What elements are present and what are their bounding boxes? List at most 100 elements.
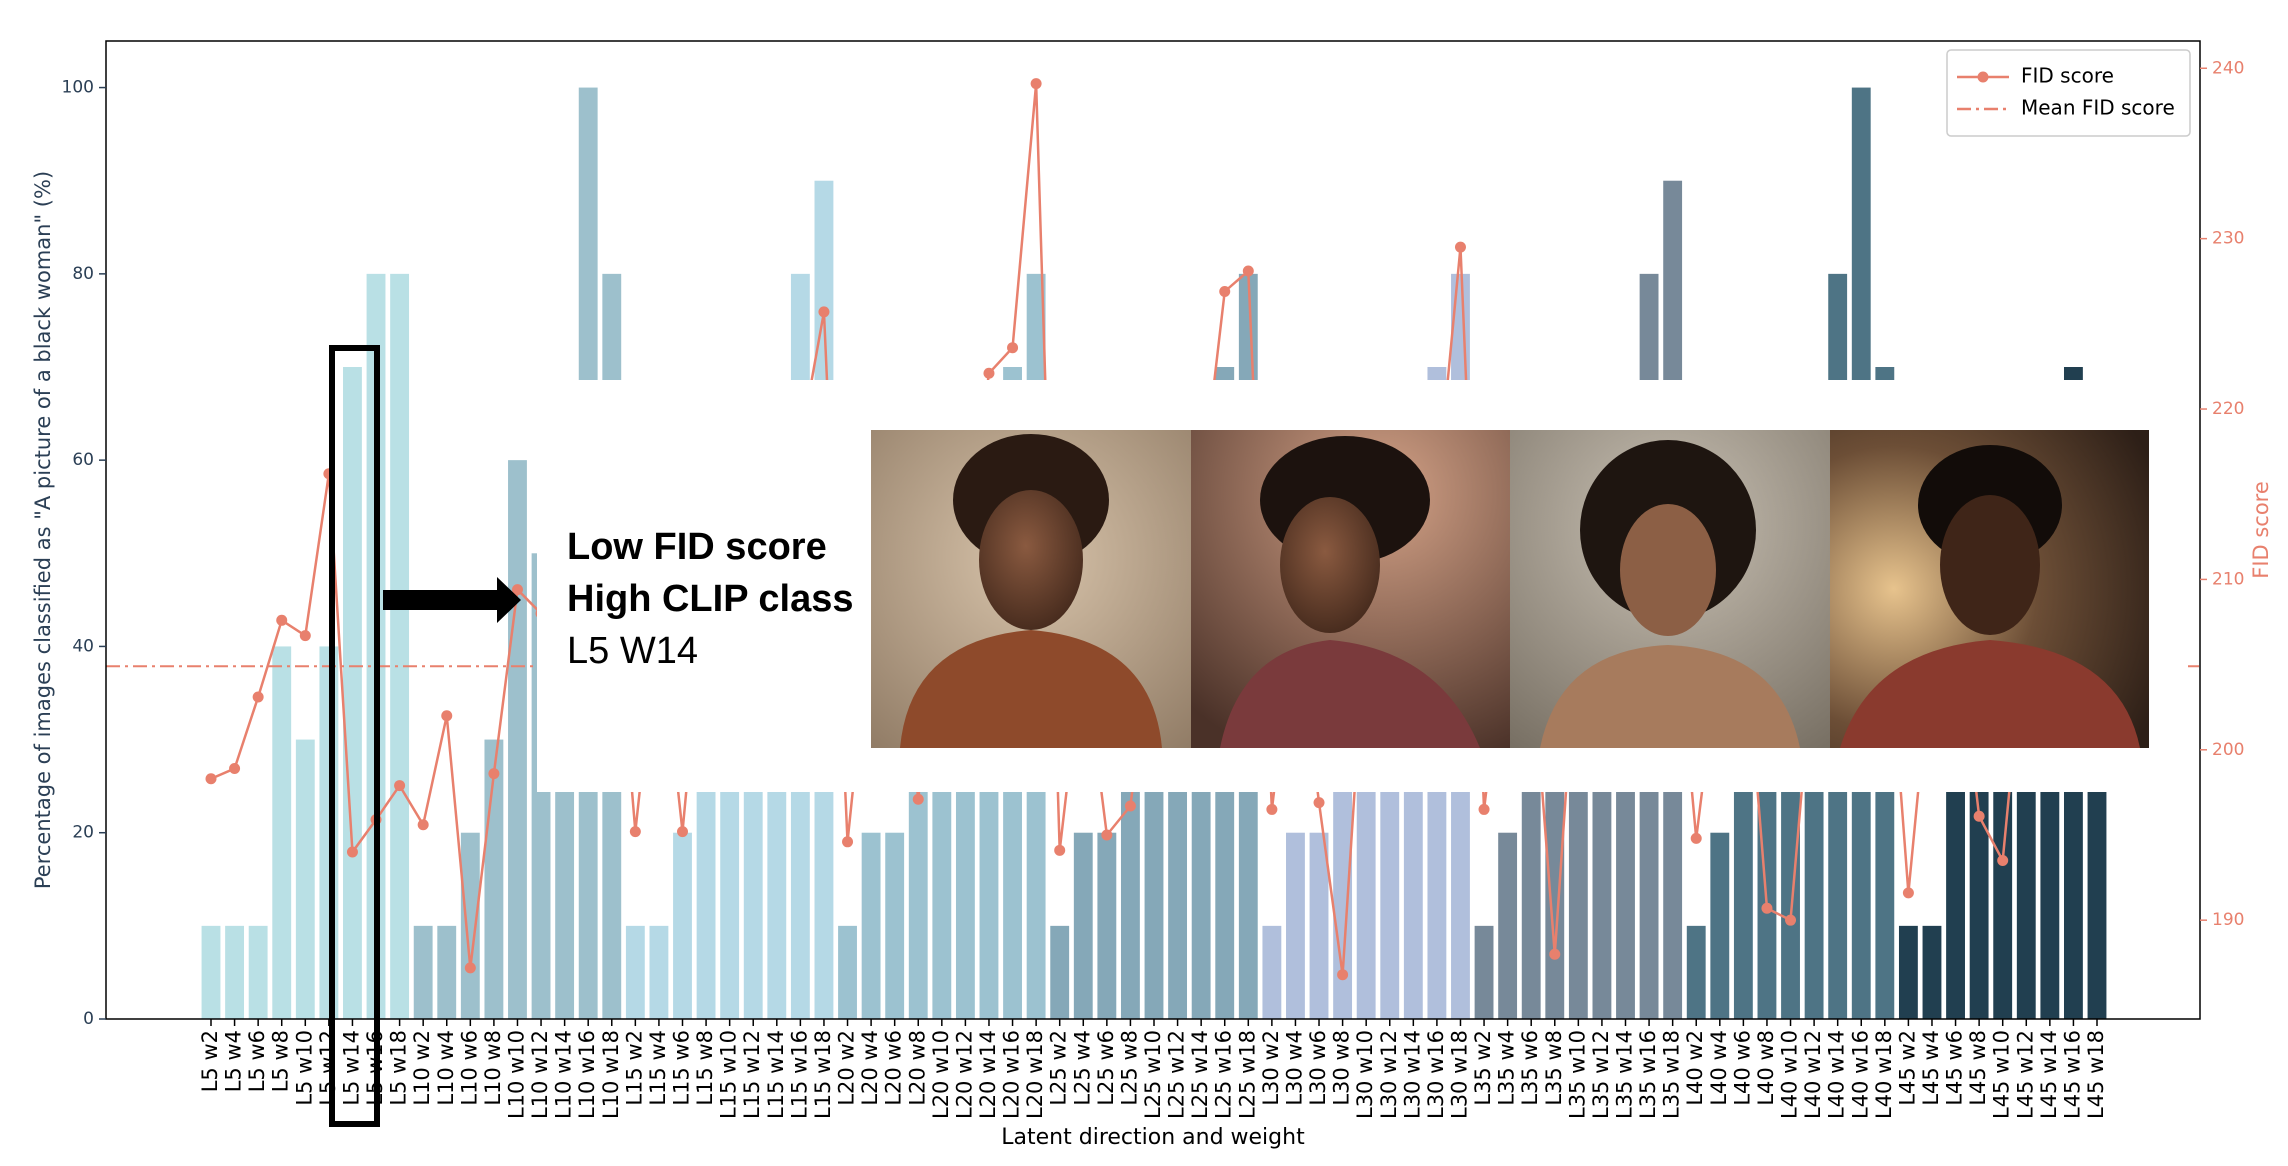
x-tick-label: L15 w8 <box>693 1030 717 1106</box>
x-tick-label: L5 w10 <box>292 1030 316 1106</box>
x-tick-label: L5 w4 <box>222 1030 246 1092</box>
x-tick-label: L10 w14 <box>552 1030 576 1119</box>
fid-marker <box>1337 969 1349 981</box>
bar <box>1710 832 1730 1019</box>
bar <box>343 367 362 1019</box>
bar <box>1262 925 1282 1019</box>
x-tick-label: L25 w4 <box>1070 1030 1094 1106</box>
inset-images <box>871 430 2149 748</box>
x-tick-label: L35 w6 <box>1518 1030 1542 1106</box>
x-tick-label: L10 w10 <box>504 1030 528 1119</box>
fid-marker <box>1549 948 1561 960</box>
photo-clothes <box>900 630 1162 748</box>
fid-marker <box>488 768 500 780</box>
photo-clothes <box>1840 640 2140 748</box>
x-tick-label: L20 w6 <box>882 1030 906 1106</box>
bar <box>1474 925 1494 1019</box>
fid-marker <box>417 819 429 831</box>
highlight-box <box>329 345 380 1127</box>
x-tick-label: L35 w16 <box>1636 1030 1660 1119</box>
bar <box>413 925 433 1019</box>
x-tick-label: L10 w16 <box>575 1030 599 1119</box>
x-tick-label: L35 w10 <box>1565 1030 1589 1119</box>
fid-marker <box>1266 803 1278 815</box>
fid-marker <box>912 793 924 805</box>
x-tick-label: L5 w8 <box>269 1030 293 1092</box>
x-tick-label: L45 w14 <box>2037 1030 2061 1119</box>
y2-tick-label: 210 <box>2212 569 2244 589</box>
x-tick-label: L5 w6 <box>245 1030 269 1092</box>
x-tick-label: L15 w4 <box>646 1030 670 1106</box>
fid-marker <box>299 630 311 642</box>
y-tick-label: 0 <box>83 1009 94 1029</box>
y2-tick-label: 190 <box>2212 910 2244 930</box>
x-tick-label: L30 w2 <box>1259 1030 1283 1106</box>
x-tick-label: L20 w16 <box>1000 1030 1024 1119</box>
y2-axis-label: FID score <box>2249 481 2273 579</box>
x-tick-label: L15 w14 <box>764 1030 788 1119</box>
fid-marker <box>1007 342 1019 354</box>
axes: 0 20 40 60 80 100 190 200 210 220 230 240 L5 w2 L5 w4… <box>31 40 2273 1150</box>
x-tick-label: L40 w10 <box>1778 1030 1802 1119</box>
x-tick-label: L40 w4 <box>1707 1030 1731 1106</box>
y-tick-label: 40 <box>72 636 94 656</box>
bar <box>248 925 268 1019</box>
x-tick-label: L40 w14 <box>1825 1030 1849 1119</box>
bar <box>1097 832 1117 1019</box>
photo-face <box>1280 497 1380 633</box>
bar <box>1498 832 1518 1019</box>
fid-marker <box>1030 78 1042 90</box>
bar <box>673 832 692 1019</box>
x-tick-label: L30 w8 <box>1330 1030 1354 1106</box>
photo-clothes <box>1540 645 1800 748</box>
fid-marker <box>252 691 264 703</box>
y2-tick-label: 230 <box>2212 229 2244 249</box>
fid-marker <box>983 367 995 379</box>
bar <box>272 646 292 1019</box>
x-tick-label: L40 w6 <box>1730 1030 1754 1106</box>
x-tick-label: L25 w2 <box>1047 1030 1071 1106</box>
y-axis-label: Percentage of images classified as "A pi… <box>31 171 55 889</box>
x-tick-label: L20 w14 <box>976 1030 1000 1119</box>
x-tick-label: L35 w4 <box>1495 1030 1519 1106</box>
legend-label: FID score <box>2021 64 2114 88</box>
y-tick-label: 20 <box>72 823 94 843</box>
y-tick-label: 60 <box>72 450 94 470</box>
x-tick-label: L45 w10 <box>1990 1030 2014 1119</box>
photo-face <box>1940 495 2040 635</box>
bar <box>1073 832 1093 1019</box>
x-tick-label: L15 w6 <box>670 1030 694 1106</box>
legend-marker <box>1977 71 1989 83</box>
bar <box>295 739 315 1019</box>
x-tick-label: L35 w12 <box>1589 1030 1613 1119</box>
x-tick-label: L40 w2 <box>1683 1030 1707 1106</box>
photo-clothes <box>1220 640 1480 748</box>
annotation: High CLIP class <box>567 578 854 620</box>
legend-box <box>1946 49 2191 137</box>
x-tick-label: L15 w12 <box>740 1030 764 1119</box>
fid-marker <box>1997 855 2009 867</box>
annotation: L5 W14 <box>567 630 698 672</box>
bar <box>625 925 645 1019</box>
x-tick-label: L45 w8 <box>1966 1030 1990 1106</box>
fid-marker <box>229 763 241 775</box>
bar <box>649 925 669 1019</box>
bar <box>861 832 881 1019</box>
x-tick-label: L5 w12 <box>316 1030 340 1106</box>
fid-marker <box>1124 800 1136 812</box>
y2-tick-label: 220 <box>2212 399 2244 419</box>
x-tick-label: L20 w12 <box>952 1030 976 1119</box>
fid-marker <box>1454 241 1466 253</box>
y-tick-label: 80 <box>72 264 94 284</box>
x-tick-label: L25 w6 <box>1094 1030 1118 1106</box>
bar <box>1050 925 1070 1019</box>
x-tick-label: L10 w18 <box>599 1030 623 1119</box>
fid-marker <box>1313 797 1325 809</box>
x-tick-label: L30 w14 <box>1400 1030 1424 1119</box>
x-tick-label: L15 w10 <box>717 1030 741 1119</box>
x-tick-label: L10 w8 <box>481 1030 505 1106</box>
bar <box>225 925 245 1019</box>
fid-marker <box>394 780 406 792</box>
fid-marker <box>1478 803 1490 815</box>
